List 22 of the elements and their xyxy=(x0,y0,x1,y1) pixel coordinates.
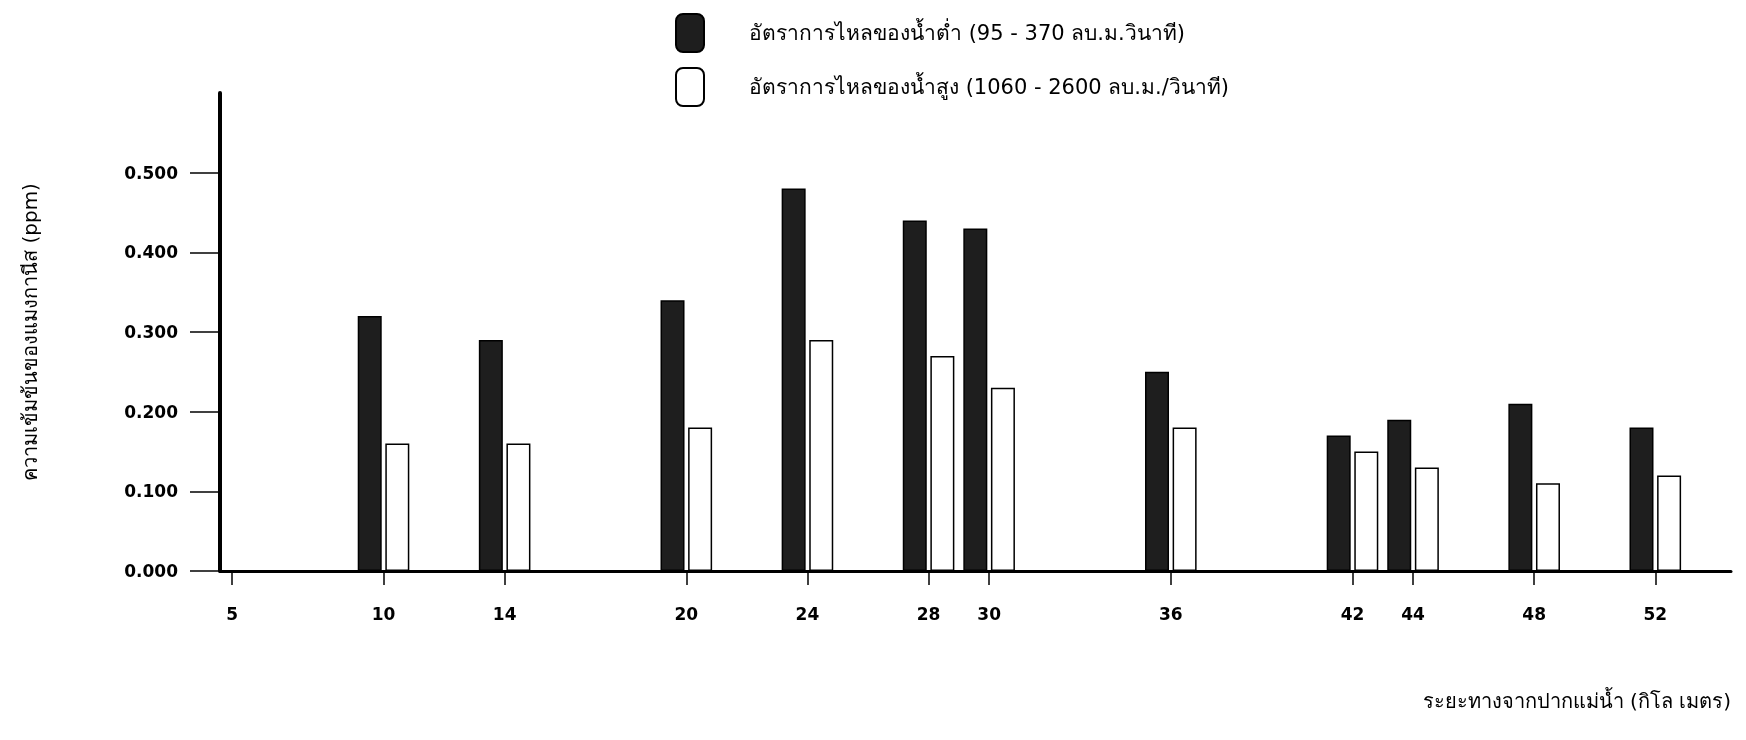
x-tick-label: 28 xyxy=(916,603,941,624)
x-tick-label: 10 xyxy=(371,603,396,624)
x-tick-label: 14 xyxy=(492,603,517,624)
legend-label: อัตราการไหลของน้ำต่ำ (95 - 370 ลบ.ม.วินาที) xyxy=(749,18,1185,45)
x-tick-label: 52 xyxy=(1643,603,1668,624)
x-tick-label: 5 xyxy=(226,603,239,624)
x-tick-label: 44 xyxy=(1401,603,1426,624)
x-tick-label: 48 xyxy=(1522,603,1547,624)
y-tick-label: 0.300 xyxy=(124,322,179,342)
legend-label: อัตราการไหลของน้ำสูง (1060 - 2600 ลบ.ม./วินาที) xyxy=(749,72,1229,100)
y-axis-title: ความเข้มข้นของแมงกานีส (ppm) xyxy=(18,183,42,481)
x-tick-label: 30 xyxy=(977,603,1002,624)
y-tick-label: 0.200 xyxy=(124,401,179,422)
x-tick-label: 36 xyxy=(1158,603,1183,624)
y-tick-label: 0.400 xyxy=(124,242,179,263)
x-tick-label: 20 xyxy=(674,603,699,624)
x-tick-label: 42 xyxy=(1340,603,1365,624)
y-tick-label: 0.000 xyxy=(124,561,179,581)
x-axis-title: ระยะทางจากปากแม่น้ำ (กิโล เมตร) xyxy=(1422,687,1731,713)
y-tick-label: 0.100 xyxy=(124,481,179,502)
x-tick-label: 24 xyxy=(795,603,820,624)
y-tick-label: 0.500 xyxy=(124,162,179,183)
